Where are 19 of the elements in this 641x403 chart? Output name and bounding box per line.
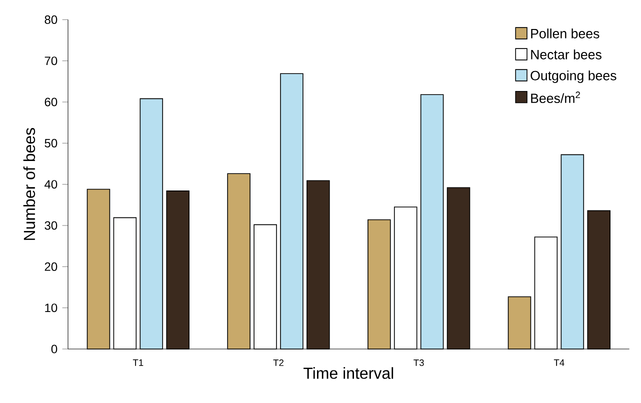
y-tick-label: 20 <box>44 262 58 271</box>
legend-label: Nectar bees <box>531 50 602 60</box>
x-tick-label: T3 <box>414 359 424 366</box>
y-tick-label: 40 <box>44 180 58 189</box>
x-tick-label: T4 <box>554 359 564 366</box>
y-tick-label: 80 <box>44 15 58 24</box>
legend-label: Pollen bees <box>531 28 600 38</box>
y-axis-title: Number of bees <box>23 128 36 240</box>
x-tick-label: T1 <box>132 359 144 366</box>
y-tick-label: 60 <box>44 98 58 106</box>
legend-label: Bees/m$^{2}$ <box>531 92 580 104</box>
y-tick-label: 10 <box>45 304 58 312</box>
y-tick-label: 70 <box>44 56 58 66</box>
y-tick-label: 0 <box>51 344 58 354</box>
legend-label: Outgoing bees <box>530 70 616 83</box>
x-axis-title: Time interval <box>304 367 394 379</box>
y-tick-label: 30 <box>44 221 58 230</box>
x-tick-label: T2 <box>273 359 284 366</box>
y-tick-label: 50 <box>44 138 58 148</box>
